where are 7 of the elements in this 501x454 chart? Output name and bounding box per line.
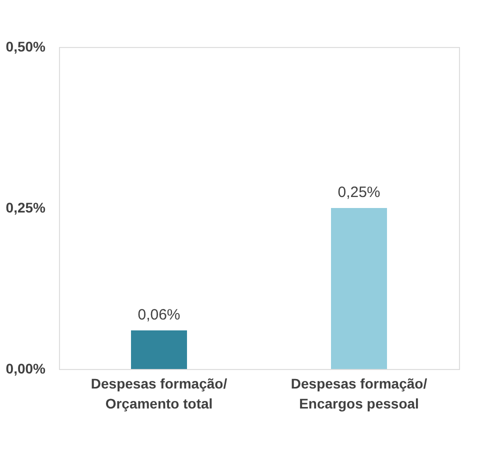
x-tick-label: Despesas formação/ Orçamento total [90,376,228,412]
x-tick-label: Despesas formação/ Encargos pessoal [290,376,428,412]
y-tick-label: 0,25% [6,200,46,216]
y-tick-label: 0,50% [6,38,46,54]
data-label: 0,06% [138,306,180,324]
y-tick-label: 0,00% [6,360,46,376]
data-label: 0,25% [338,184,380,201]
